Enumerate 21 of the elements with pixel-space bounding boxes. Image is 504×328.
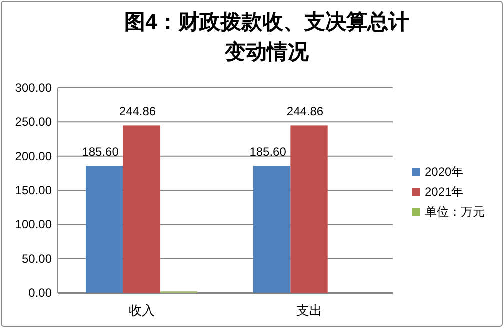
legend-label: 2021年 (425, 185, 464, 199)
bar (290, 126, 328, 293)
bar (253, 166, 291, 293)
y-tick-label: 150.00 (15, 184, 52, 198)
y-tick-label: 50.00 (22, 252, 52, 266)
legend-label: 单位：万元 (425, 205, 485, 219)
x-tick-label: 支出 (296, 303, 322, 318)
data-label: 244.86 (286, 104, 324, 119)
legend-label: 2020年 (425, 165, 464, 179)
y-tick-label: 200.00 (15, 149, 52, 164)
y-tick-label: 250.00 (15, 115, 52, 130)
y-tick-label: 0.00 (28, 286, 52, 300)
data-label: 185.60 (82, 145, 120, 160)
bar (86, 166, 124, 293)
chart-title: 图4：财政拨款收、支决算总计变动情况 (124, 10, 410, 66)
bar (123, 126, 160, 293)
data-label: 244.86 (119, 104, 156, 119)
data-label: 185.60 (250, 145, 287, 160)
y-tick-label: 100.00 (15, 218, 52, 232)
y-tick-label: 300.00 (15, 81, 52, 95)
x-tick-label: 收入 (128, 303, 155, 318)
